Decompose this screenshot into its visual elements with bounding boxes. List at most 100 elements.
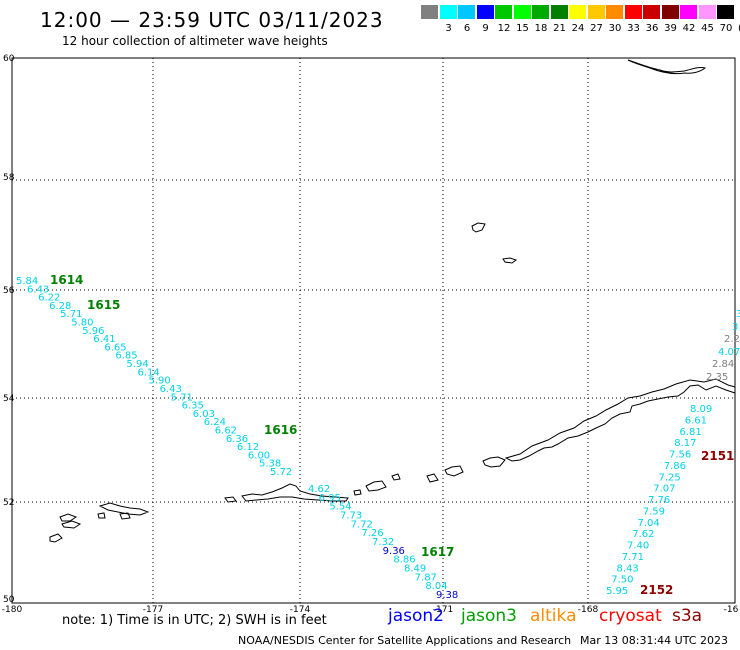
legend-swatch	[532, 5, 549, 19]
swh-value: 2.84	[712, 359, 734, 370]
footer-credit: NOAA/NESDIS Center for Satellite Applica…	[238, 634, 572, 647]
legend-label: 39	[664, 23, 677, 34]
legend-unit: (ft)	[733, 23, 740, 34]
longitude-label: -177	[143, 605, 163, 615]
near-islands-coast	[59, 513, 78, 522]
time-label: 1617	[421, 545, 454, 559]
satellite-name: jason3	[461, 606, 517, 626]
legend-label: 30	[608, 23, 622, 34]
footer-note: note: 1) Time is in UTC; 2) SWH is in fe…	[62, 613, 327, 628]
swh-value: 6.43	[27, 284, 49, 295]
swh-value: 8.43	[617, 563, 639, 574]
swh-value: 7.50	[611, 575, 633, 586]
swh-value: 9.38	[436, 590, 458, 601]
latitude-label: 54	[3, 394, 15, 404]
swh-value: 5.54	[329, 502, 351, 513]
swh-value: 6.35	[182, 401, 204, 412]
legend-label: 45	[701, 23, 714, 34]
latitude-label: 60	[3, 54, 15, 64]
time-label: 1616	[264, 423, 297, 437]
legend-label: 27	[590, 23, 603, 34]
legend-label: 24	[571, 23, 585, 34]
legend-swatch	[698, 5, 716, 19]
swh-value: 5.71	[171, 392, 193, 403]
swh-value: 7.71	[622, 552, 644, 563]
swh-value: 8.04	[425, 581, 447, 592]
legend-swatch	[513, 5, 531, 19]
unimak-island-coast	[482, 456, 506, 468]
legend-swatch	[624, 5, 642, 19]
swh-value: 8.09	[690, 404, 712, 415]
legend-label: 42	[682, 23, 696, 34]
swh-value: 3	[736, 309, 740, 320]
swh-value: 7.32	[372, 537, 394, 548]
swh-value: 7.26	[361, 528, 383, 539]
swh-value: 5.80	[71, 318, 93, 329]
rat-islands-coast	[97, 512, 106, 519]
legend-label: 70	[719, 23, 733, 34]
swh-value: 6.85	[115, 351, 137, 362]
swh-value: 5.84	[16, 276, 38, 287]
pribilof-island-coast	[471, 222, 486, 233]
swh-value: 5.94	[126, 359, 148, 370]
legend-label: 21	[553, 23, 566, 34]
swh-value: 6.43	[160, 384, 182, 395]
longitude-label: -171	[433, 605, 453, 615]
longitude-label: -16	[724, 605, 739, 615]
swh-value: 8.86	[393, 555, 415, 566]
swh-value: 4.62	[308, 484, 330, 495]
legend-swatch	[458, 5, 475, 19]
legend-label: 9	[482, 23, 489, 34]
swh-value: 7.25	[659, 472, 681, 483]
graticule	[12, 58, 735, 603]
alaska-mainland-coast	[627, 59, 707, 75]
swh-value: 6.41	[93, 334, 115, 345]
coastlines	[49, 59, 736, 543]
swh-value: 7.87	[415, 572, 437, 583]
near-islands-coast	[49, 533, 63, 543]
swh-value: 7.04	[638, 518, 660, 529]
aleutian-island-coast	[353, 489, 362, 496]
swh-value: 6.95	[319, 493, 341, 504]
swh-value: 5.95	[606, 586, 628, 597]
satellite-name: s3a	[672, 606, 703, 626]
latitude-label: 50	[3, 595, 15, 605]
swh-value: 5.72	[270, 467, 292, 478]
legend-swatch	[680, 5, 697, 19]
rat-islands-coast	[98, 502, 150, 516]
map-frame	[11, 57, 736, 604]
time-label: 2152	[640, 583, 673, 597]
longitude-label: -180	[2, 605, 23, 615]
swh-value: 7.72	[351, 519, 373, 530]
time-label: 2151	[701, 449, 734, 463]
swh-value: 5.38	[259, 459, 281, 470]
swh-value: 7.76	[648, 495, 670, 506]
swh-value: 2.35	[706, 372, 728, 383]
swh-value: 6.81	[680, 427, 702, 438]
satellite-name: cryosat	[599, 606, 662, 626]
legend-swatch	[643, 5, 660, 19]
aleutian-island-coast	[426, 473, 439, 483]
swh-value: 5.71	[60, 309, 82, 320]
latitude-label: 56	[3, 286, 15, 296]
alaska-peninsula-coast	[504, 378, 736, 462]
swh-value: 6.03	[193, 409, 215, 420]
legend-swatch	[606, 5, 623, 19]
legend-label: 33	[627, 23, 640, 34]
swh-value: 8.49	[404, 564, 426, 575]
swh-value: 6.22	[38, 293, 60, 304]
legend-swatch	[550, 5, 568, 19]
legend-label: 12	[497, 23, 511, 34]
legend-label: 6	[463, 23, 471, 34]
legend-swatch	[439, 5, 457, 19]
latitude-label: 58	[3, 173, 15, 183]
swh-value: 6.36	[226, 434, 248, 445]
swh-value: 6.12	[237, 442, 259, 453]
swh-value: 9.36	[383, 546, 405, 557]
time-label: 1615	[87, 298, 120, 312]
swh-value: 2.2	[724, 334, 740, 345]
swh-value: 5.90	[149, 376, 171, 387]
swh-value: 7.59	[643, 506, 665, 517]
swh-value: 7.73	[340, 511, 362, 522]
